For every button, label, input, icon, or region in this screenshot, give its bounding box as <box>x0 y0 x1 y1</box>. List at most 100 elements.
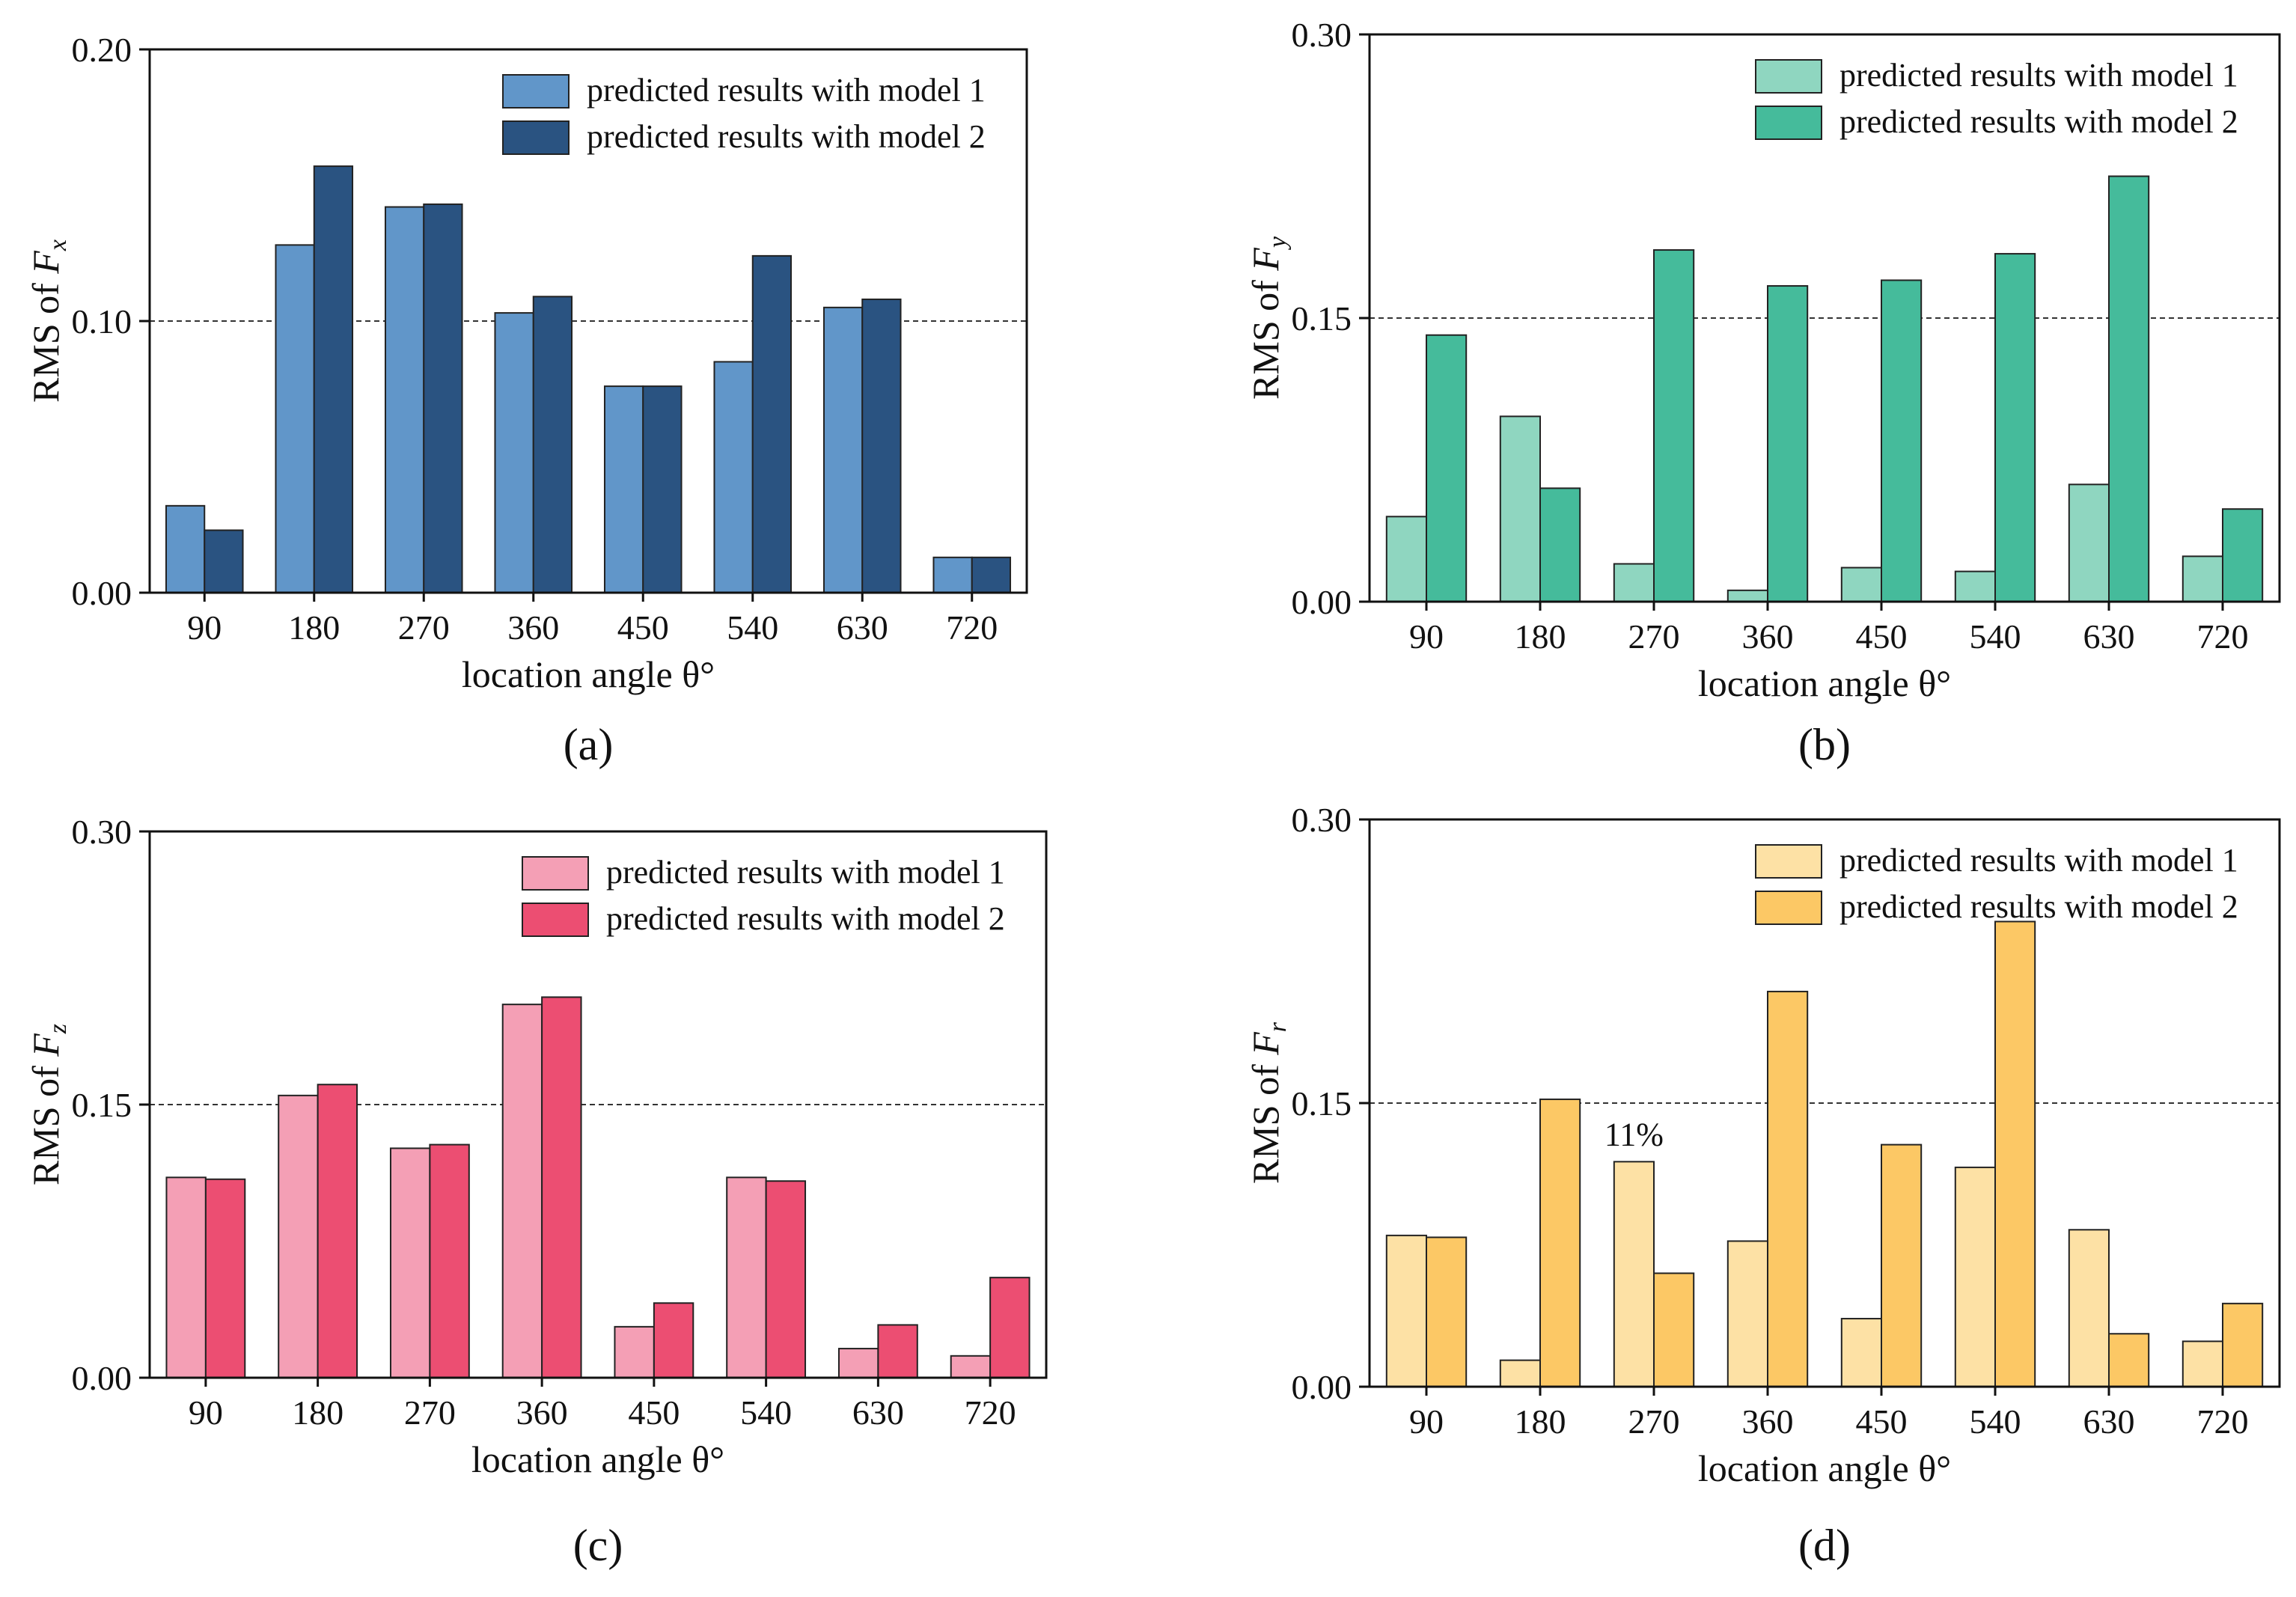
bar-model2-270 <box>423 203 463 594</box>
legend-swatch-model2 <box>522 903 589 937</box>
x-tick-label: 450 <box>1856 617 1908 656</box>
bar-model2-90 <box>1426 334 1468 602</box>
bar-model2-630 <box>2108 1333 2150 1387</box>
y-tick-label: 0.00 <box>72 574 132 612</box>
bar-model2-720 <box>989 1277 1031 1378</box>
panel-label: (a) <box>564 720 614 769</box>
bar-model1-270 <box>389 1147 431 1379</box>
panel-b: 0.00 0.15 0.30 90 180 270 360 450 540 630 720 locat… <box>1245 16 2281 769</box>
bar-model1-360 <box>501 1004 543 1378</box>
bar-model2-90 <box>204 1178 246 1379</box>
y-tick-label: 0.00 <box>1292 583 1352 621</box>
bar-model1-270 <box>384 206 425 594</box>
bar-model1-540 <box>726 1176 767 1379</box>
x-tick-label: 270 <box>398 608 450 647</box>
bar-model1-180 <box>1499 415 1542 602</box>
y-tick-label: 0.10 <box>72 302 132 341</box>
y-axis-label: RMS of Fy <box>1245 236 1292 400</box>
x-tick-label: 540 <box>1970 1402 2021 1441</box>
y-tick-label: 0.00 <box>1292 1368 1352 1406</box>
bar-model2-180 <box>317 1084 358 1378</box>
x-tick-label: 360 <box>507 608 559 647</box>
legend-swatch-model1 <box>1755 844 1822 879</box>
bar-model1-630 <box>822 306 864 593</box>
y-axis-label: RMS of Fz <box>25 1024 72 1185</box>
bar-model2-540 <box>1994 920 2036 1387</box>
x-tick-label: 180 <box>1515 1402 1566 1441</box>
legend-swatch-model2 <box>1755 106 1822 140</box>
legend-swatch-model1 <box>502 74 570 109</box>
legend-swatch-model2 <box>502 120 570 155</box>
x-axis-label: location angle θ° <box>471 1438 724 1480</box>
annotation: 11% <box>1605 1116 1664 1152</box>
x-tick-label: 180 <box>1515 617 1566 656</box>
x-tick-label: 270 <box>1628 617 1680 656</box>
bar-model2-180 <box>1539 487 1581 603</box>
bar-model1-450 <box>1840 1318 1883 1388</box>
bar-model1-720 <box>950 1355 992 1379</box>
x-tick-label: 630 <box>2083 617 2135 656</box>
bar-model2-720 <box>2222 508 2264 603</box>
x-tick-label: 720 <box>946 608 998 647</box>
panel-c: 0.00 0.15 0.30 90 180 270 360 450 540 630 720 locat… <box>25 813 1048 1570</box>
y-tick-label: 0.20 <box>72 31 132 69</box>
x-tick-label: 180 <box>292 1393 344 1432</box>
legend-swatch-model2 <box>1755 891 1822 925</box>
bar-model1-450 <box>603 385 644 593</box>
y-tick-label: 0.30 <box>1292 801 1352 839</box>
bar-model2-450 <box>653 1302 694 1378</box>
bar-model2-450 <box>642 385 683 593</box>
bar-model2-540 <box>751 254 793 593</box>
panel-label: (c) <box>573 1521 623 1570</box>
legend-label-model1: predicted results with model 1 <box>587 72 986 109</box>
bar-model2-90 <box>1426 1236 1468 1387</box>
bar-model2-630 <box>861 298 902 593</box>
bar-model2-450 <box>1881 1143 1923 1387</box>
y-tick-label: 0.30 <box>1292 16 1352 54</box>
panel-d: 11% 0.00 0.15 0.30 90 180 270 360 450 540 630 720 lo… <box>1245 801 2281 1570</box>
bar-model2-720 <box>2222 1302 2264 1387</box>
y-tick-label: 0.00 <box>72 1359 132 1397</box>
bar-model1-360 <box>494 312 534 593</box>
legend-label-model1: predicted results with model 1 <box>606 854 1005 891</box>
bar-model2-180 <box>1539 1098 1581 1387</box>
bar-model2-540 <box>1994 253 2036 602</box>
bar-model1-90 <box>1385 1234 1428 1388</box>
bar-model1-720 <box>2181 1340 2224 1387</box>
y-axis-label: RMS of Fr <box>1245 1022 1292 1184</box>
bar-model1-90 <box>1385 516 1428 602</box>
bar-model1-630 <box>837 1348 879 1378</box>
x-tick-label: 360 <box>1742 1402 1794 1441</box>
bar-model2-360 <box>541 996 582 1379</box>
legend-label-model2: predicted results with model 2 <box>1839 103 2238 140</box>
bar-model2-630 <box>877 1324 918 1379</box>
x-tick-label: 540 <box>1970 617 2021 656</box>
legend-swatch-model1 <box>522 856 589 891</box>
x-tick-label: 270 <box>1628 1402 1680 1441</box>
x-tick-label: 720 <box>2197 1402 2249 1441</box>
x-tick-label: 540 <box>727 608 778 647</box>
x-tick-label: 630 <box>2083 1402 2135 1441</box>
x-tick-label: 90 <box>1409 617 1444 656</box>
bar-model2-540 <box>765 1180 807 1378</box>
x-axis-label: location angle θ° <box>1698 1447 1951 1489</box>
x-tick-label: 360 <box>1742 617 1794 656</box>
x-tick-label: 270 <box>404 1393 456 1432</box>
bar-model2-630 <box>2108 175 2150 602</box>
panel-a: 0.00 0.10 0.20 90 180 270 360 450 540 630 720 locat… <box>25 31 1028 769</box>
bar-model2-360 <box>532 296 573 593</box>
bar-model2-360 <box>1767 990 1809 1387</box>
bar-model1-720 <box>932 556 973 593</box>
legend-label-model1: predicted results with model 1 <box>1839 57 2238 94</box>
x-tick-label: 450 <box>617 608 669 647</box>
y-tick-label: 0.15 <box>1292 1084 1352 1123</box>
legend-label-model2: predicted results with model 2 <box>1839 888 2238 925</box>
legend-label-model2: predicted results with model 2 <box>606 900 1005 937</box>
bar-model1-360 <box>1726 1240 1769 1387</box>
x-tick-label: 90 <box>189 1393 223 1432</box>
x-tick-label: 540 <box>740 1393 792 1432</box>
x-tick-label: 360 <box>516 1393 568 1432</box>
x-tick-label: 90 <box>1409 1402 1444 1441</box>
bar-model1-180 <box>1499 1359 1542 1388</box>
